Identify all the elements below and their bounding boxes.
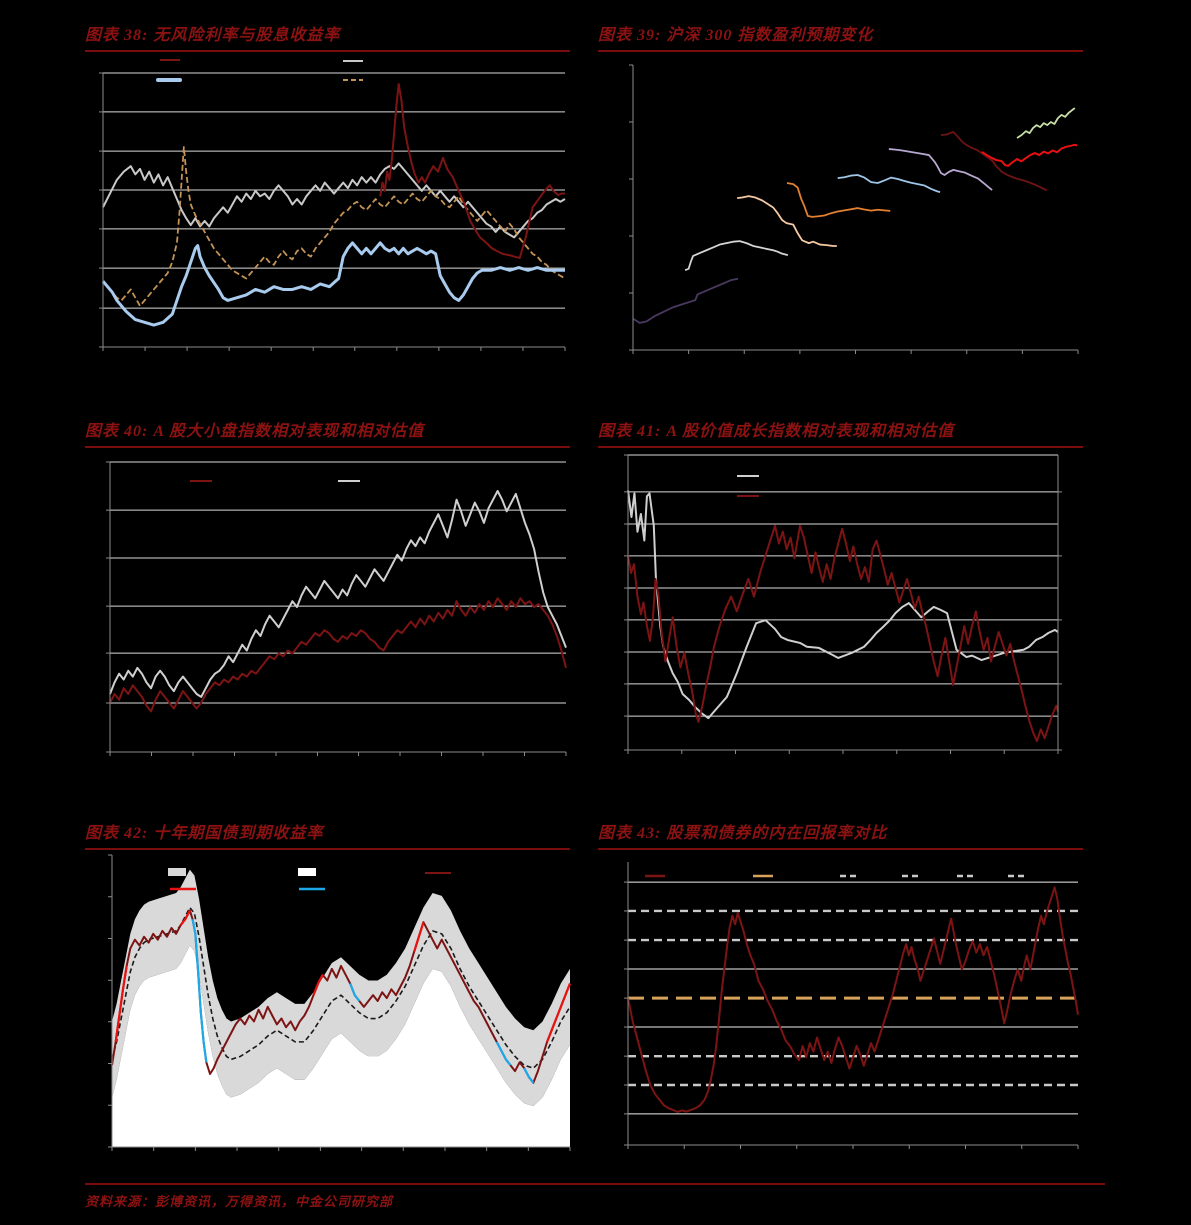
figure-41-title: 图表 41: A 股价值成长指数相对表现和相对估值: [598, 417, 1083, 448]
figure-38-chart: [99, 59, 566, 351]
figure-42-title: 图表 42: 十年期国债到期收益率: [85, 819, 570, 850]
figure-39-chart: [629, 64, 1079, 354]
figure-40-title: 图表 40: A 股大小盘指数相对表现和相对估值: [85, 417, 570, 448]
figure-42-chart: [108, 854, 572, 1151]
footer-rule: [85, 1183, 1105, 1185]
figure-40-chart: [106, 461, 567, 756]
figure-39-title: 图表 39: 沪深 300 指数盈利预期变化: [598, 21, 1083, 52]
source-note: 资料来源：彭博资讯，万得资讯，中金公司研究部: [85, 1194, 394, 1209]
figure-38-title: 图表 38: 无风险利率与股息收益率: [85, 21, 570, 52]
figure-43-chart: [624, 862, 1079, 1149]
figure-43-title: 图表 43: 股票和债券的内在回报率对比: [598, 819, 1083, 850]
figure-41-chart: [624, 454, 1062, 754]
